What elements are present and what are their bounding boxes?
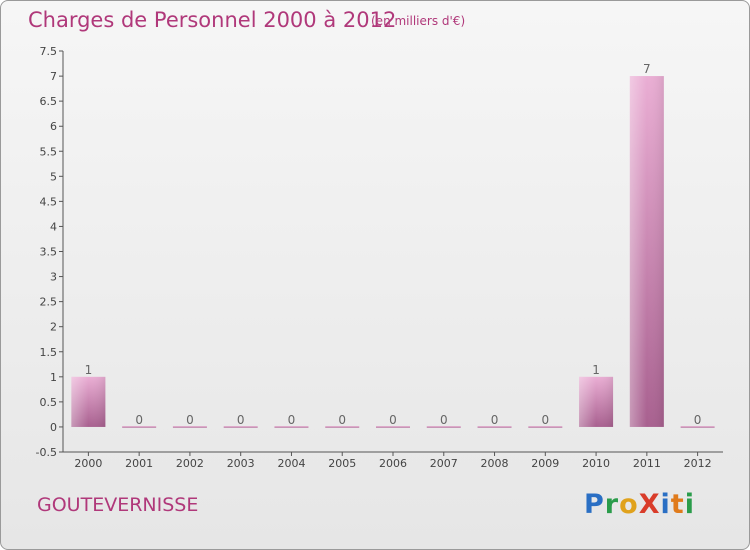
data-label: 0 bbox=[338, 413, 346, 427]
bar bbox=[477, 426, 512, 428]
y-tick-label: 7 bbox=[50, 70, 57, 83]
y-tick-label: 4.5 bbox=[40, 195, 58, 208]
bar bbox=[680, 426, 715, 428]
x-tick-label: 2005 bbox=[328, 457, 356, 470]
bar bbox=[274, 426, 309, 428]
data-label: 0 bbox=[440, 413, 448, 427]
y-tick-label: 1 bbox=[50, 371, 57, 384]
logo-letter: X bbox=[638, 489, 661, 520]
y-tick-label: 6.5 bbox=[40, 95, 58, 108]
logo-letter: t bbox=[670, 489, 685, 520]
bar bbox=[223, 426, 258, 428]
x-tick-label: 2012 bbox=[684, 457, 712, 470]
y-tick-label: 3.5 bbox=[40, 246, 58, 259]
data-label: 0 bbox=[694, 413, 702, 427]
bar bbox=[426, 426, 461, 428]
chart-bars bbox=[71, 76, 715, 428]
y-tick-label: 6 bbox=[50, 120, 57, 133]
data-label: 0 bbox=[541, 413, 549, 427]
x-tick-label: 2004 bbox=[277, 457, 305, 470]
y-tick-label: 0.5 bbox=[40, 396, 58, 409]
x-tick-label: 2009 bbox=[531, 457, 559, 470]
bar bbox=[122, 426, 157, 428]
y-tick-label: 3 bbox=[50, 271, 57, 284]
x-tick-label: 2010 bbox=[582, 457, 610, 470]
y-tick-label: 5 bbox=[50, 170, 57, 183]
proxiti-logo[interactable]: ProXiti bbox=[584, 489, 695, 520]
y-tick-label: 1.5 bbox=[40, 346, 58, 359]
y-tick-label: 4 bbox=[50, 220, 57, 233]
bar-highlight bbox=[71, 376, 106, 427]
bar bbox=[376, 426, 410, 428]
bar bbox=[528, 426, 563, 428]
data-label: 0 bbox=[288, 413, 296, 427]
x-tick-label: 2000 bbox=[74, 457, 102, 470]
logo-letter: o bbox=[619, 489, 639, 520]
bar-highlight bbox=[579, 376, 614, 427]
bar bbox=[172, 426, 207, 428]
data-label: 0 bbox=[389, 413, 397, 427]
logo-letter: P bbox=[584, 489, 605, 520]
data-label: 0 bbox=[135, 413, 143, 427]
x-tick-label: 2007 bbox=[430, 457, 458, 470]
chart-labels: 2000 1 2001 0 2002 0 2003 0 2004 0 2005 0 2006 0 2007 0… bbox=[74, 62, 711, 470]
chart-axes: -0.5 0 0.5 1 1.5 2 2.5 3 3.5 4 4.5 5 5.5 6 6.5 7 7.5 bbox=[36, 45, 723, 459]
x-tick-label: 2001 bbox=[125, 457, 153, 470]
chart-subtitle: (en milliers d'€) bbox=[371, 14, 466, 28]
logo-letter: i bbox=[660, 489, 671, 520]
x-tick-label: 2008 bbox=[481, 457, 509, 470]
y-tick-label: 7.5 bbox=[40, 45, 58, 58]
data-label: 0 bbox=[237, 413, 245, 427]
logo-letter: r bbox=[604, 489, 620, 520]
data-label: 0 bbox=[186, 413, 194, 427]
x-tick-label: 2011 bbox=[633, 457, 661, 470]
y-tick-label: -0.5 bbox=[36, 446, 57, 459]
data-label: 1 bbox=[85, 363, 93, 377]
logo-letter: i bbox=[684, 489, 695, 520]
y-tick-label: 2 bbox=[50, 321, 57, 334]
x-tick-label: 2006 bbox=[379, 457, 407, 470]
data-label: 1 bbox=[592, 363, 600, 377]
x-tick-label: 2003 bbox=[227, 457, 255, 470]
y-tick-label: 2.5 bbox=[40, 296, 58, 309]
y-tick-label: 0 bbox=[50, 421, 57, 434]
x-tick-label: 2002 bbox=[176, 457, 204, 470]
data-label: 0 bbox=[491, 413, 499, 427]
commune-name: GOUTEVERNISSE bbox=[37, 494, 199, 516]
bar bbox=[325, 426, 360, 428]
chart-title: Charges de Personnel 2000 à 2012 bbox=[28, 8, 397, 32]
y-tick-label: 5.5 bbox=[40, 145, 58, 158]
data-label: 7 bbox=[643, 62, 651, 76]
bar-highlight bbox=[629, 76, 664, 427]
